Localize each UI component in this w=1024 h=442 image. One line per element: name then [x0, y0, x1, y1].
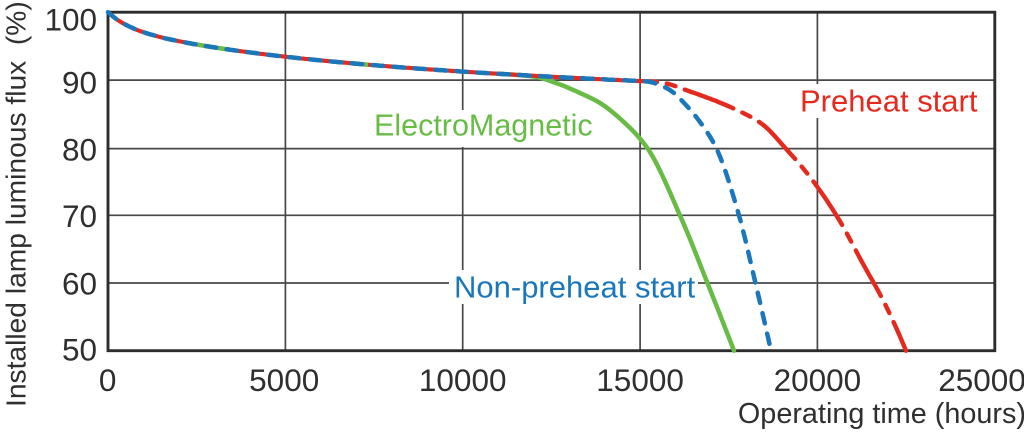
svg-text:ElectroMagnetic: ElectroMagnetic	[374, 109, 593, 143]
svg-text:Non-preheat start: Non-preheat start	[454, 269, 696, 304]
svg-text:0: 0	[99, 362, 117, 398]
svg-text:20000: 20000	[774, 362, 862, 398]
svg-text:100: 100	[44, 2, 97, 38]
svg-text:Preheat start: Preheat start	[800, 84, 978, 119]
svg-text:15000: 15000	[596, 362, 684, 398]
svg-text:Operating time (hours): Operating time (hours)	[738, 398, 1024, 430]
svg-text:90: 90	[62, 64, 97, 100]
svg-text:80: 80	[62, 132, 97, 168]
svg-text:70: 70	[62, 198, 97, 234]
svg-text:60: 60	[62, 265, 97, 301]
svg-text:Installed lamp luminous flux: Installed lamp luminous flux (%)	[0, 1, 32, 407]
svg-text:5000: 5000	[249, 362, 319, 398]
svg-text:25000: 25000	[938, 362, 1024, 398]
svg-text:50: 50	[62, 332, 97, 368]
svg-text:10000: 10000	[419, 362, 507, 398]
